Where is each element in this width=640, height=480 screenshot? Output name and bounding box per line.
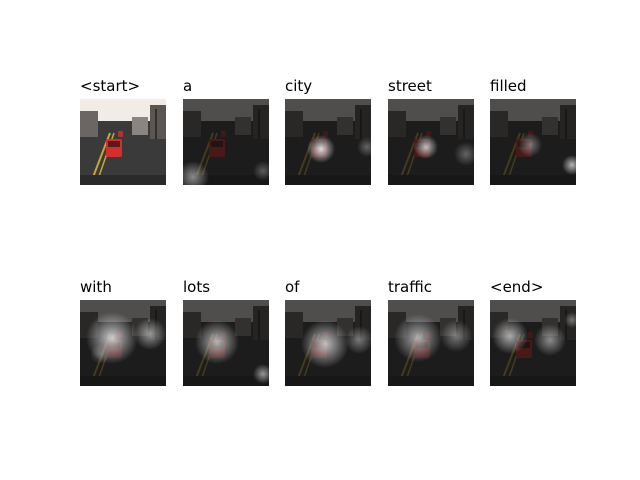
attention-map	[183, 300, 269, 386]
attention-overlay	[183, 99, 269, 185]
street-photo	[80, 99, 166, 185]
attention-overlay	[388, 99, 474, 185]
attention-overlay	[388, 300, 474, 386]
attention-overlay	[80, 300, 166, 386]
attention-map	[285, 300, 371, 386]
attention-map	[388, 300, 474, 386]
word-label: street	[388, 77, 432, 95]
attention-map	[490, 99, 576, 185]
attention-map	[285, 99, 371, 185]
frame-image	[80, 99, 166, 185]
attention-overlay	[285, 300, 371, 386]
attention-overlay	[490, 99, 576, 185]
word-label: of	[285, 278, 300, 296]
attention-map	[490, 300, 576, 386]
word-label: traffic	[388, 278, 432, 296]
word-label: city	[285, 77, 313, 95]
word-label: filled	[490, 77, 527, 95]
word-label: lots	[183, 278, 211, 296]
attention-overlay	[285, 99, 371, 185]
attention-map	[388, 99, 474, 185]
attention-map	[80, 300, 166, 386]
attention-overlay	[183, 300, 269, 386]
word-label: with	[80, 278, 112, 296]
word-label: a	[183, 77, 193, 95]
word-label: <end>	[490, 278, 544, 296]
word-label: <start>	[80, 77, 141, 95]
attention-overlay	[490, 300, 576, 386]
attention-map	[183, 99, 269, 185]
